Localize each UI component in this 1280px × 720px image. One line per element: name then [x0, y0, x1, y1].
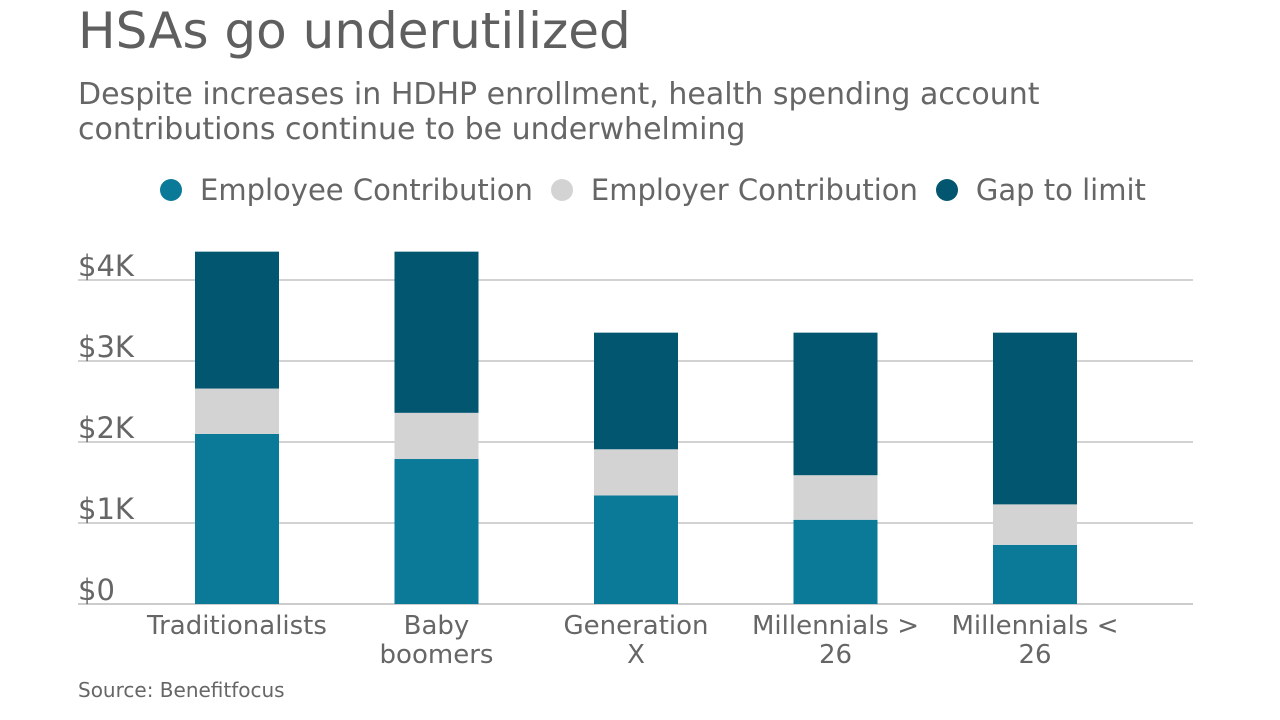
bar-segment — [793, 332, 878, 476]
x-tick-label: Millennials < — [951, 611, 1118, 641]
x-tick-label: X — [627, 640, 645, 670]
x-tick-label: Millennials > — [752, 611, 919, 641]
bar-segment — [594, 332, 678, 450]
bar-segment — [993, 504, 1077, 545]
legend-dot-gap-icon — [935, 179, 958, 201]
x-tick-label: Baby — [404, 611, 470, 641]
y-tick-label: $4K — [78, 249, 135, 283]
legend-dot-employer-icon — [550, 179, 573, 201]
chart-subtitle: Despite increases in HDHP enrollment, he… — [78, 77, 1040, 147]
y-tick-label: $3K — [78, 330, 135, 364]
x-tick-label: 26 — [1018, 640, 1051, 670]
legend-item-gap: Gap to limit — [935, 173, 1146, 207]
legend-label-employee: Employee Contribution — [200, 173, 533, 207]
y-tick-label: $2K — [78, 411, 135, 445]
bar-segment — [195, 388, 279, 434]
x-tick-label: Generation — [563, 611, 708, 641]
bar-segment — [394, 412, 479, 460]
bar-segment — [793, 475, 878, 520]
bar-segment — [993, 332, 1077, 505]
bar-segment — [793, 519, 878, 604]
bar-segment — [993, 544, 1077, 604]
x-tick-label: boomers — [380, 640, 494, 670]
legend-item-employer: Employer Contribution — [550, 173, 918, 207]
legend-item-employee: Employee Contribution — [160, 173, 533, 207]
bar-segment — [594, 495, 678, 604]
bar-segment — [195, 433, 279, 604]
bar-segment — [394, 459, 479, 604]
legend-dot-employee-icon — [160, 179, 182, 201]
x-tick-label: 26 — [819, 640, 852, 670]
legend-label-gap: Gap to limit — [975, 173, 1146, 207]
legend: Employee Contribution Employer Contribut… — [160, 170, 1164, 210]
y-tick-label: $0 — [78, 573, 115, 607]
bar-segment — [195, 251, 279, 389]
chart-title: HSAs go underutilized — [78, 2, 631, 60]
source-note: Source: Benefitfocus — [78, 678, 285, 702]
x-tick-label: Traditionalists — [146, 611, 327, 641]
legend-label-employer: Employer Contribution — [590, 173, 918, 207]
bar-segment — [594, 449, 678, 496]
y-tick-label: $1K — [78, 492, 135, 526]
bar-segment — [394, 251, 479, 413]
